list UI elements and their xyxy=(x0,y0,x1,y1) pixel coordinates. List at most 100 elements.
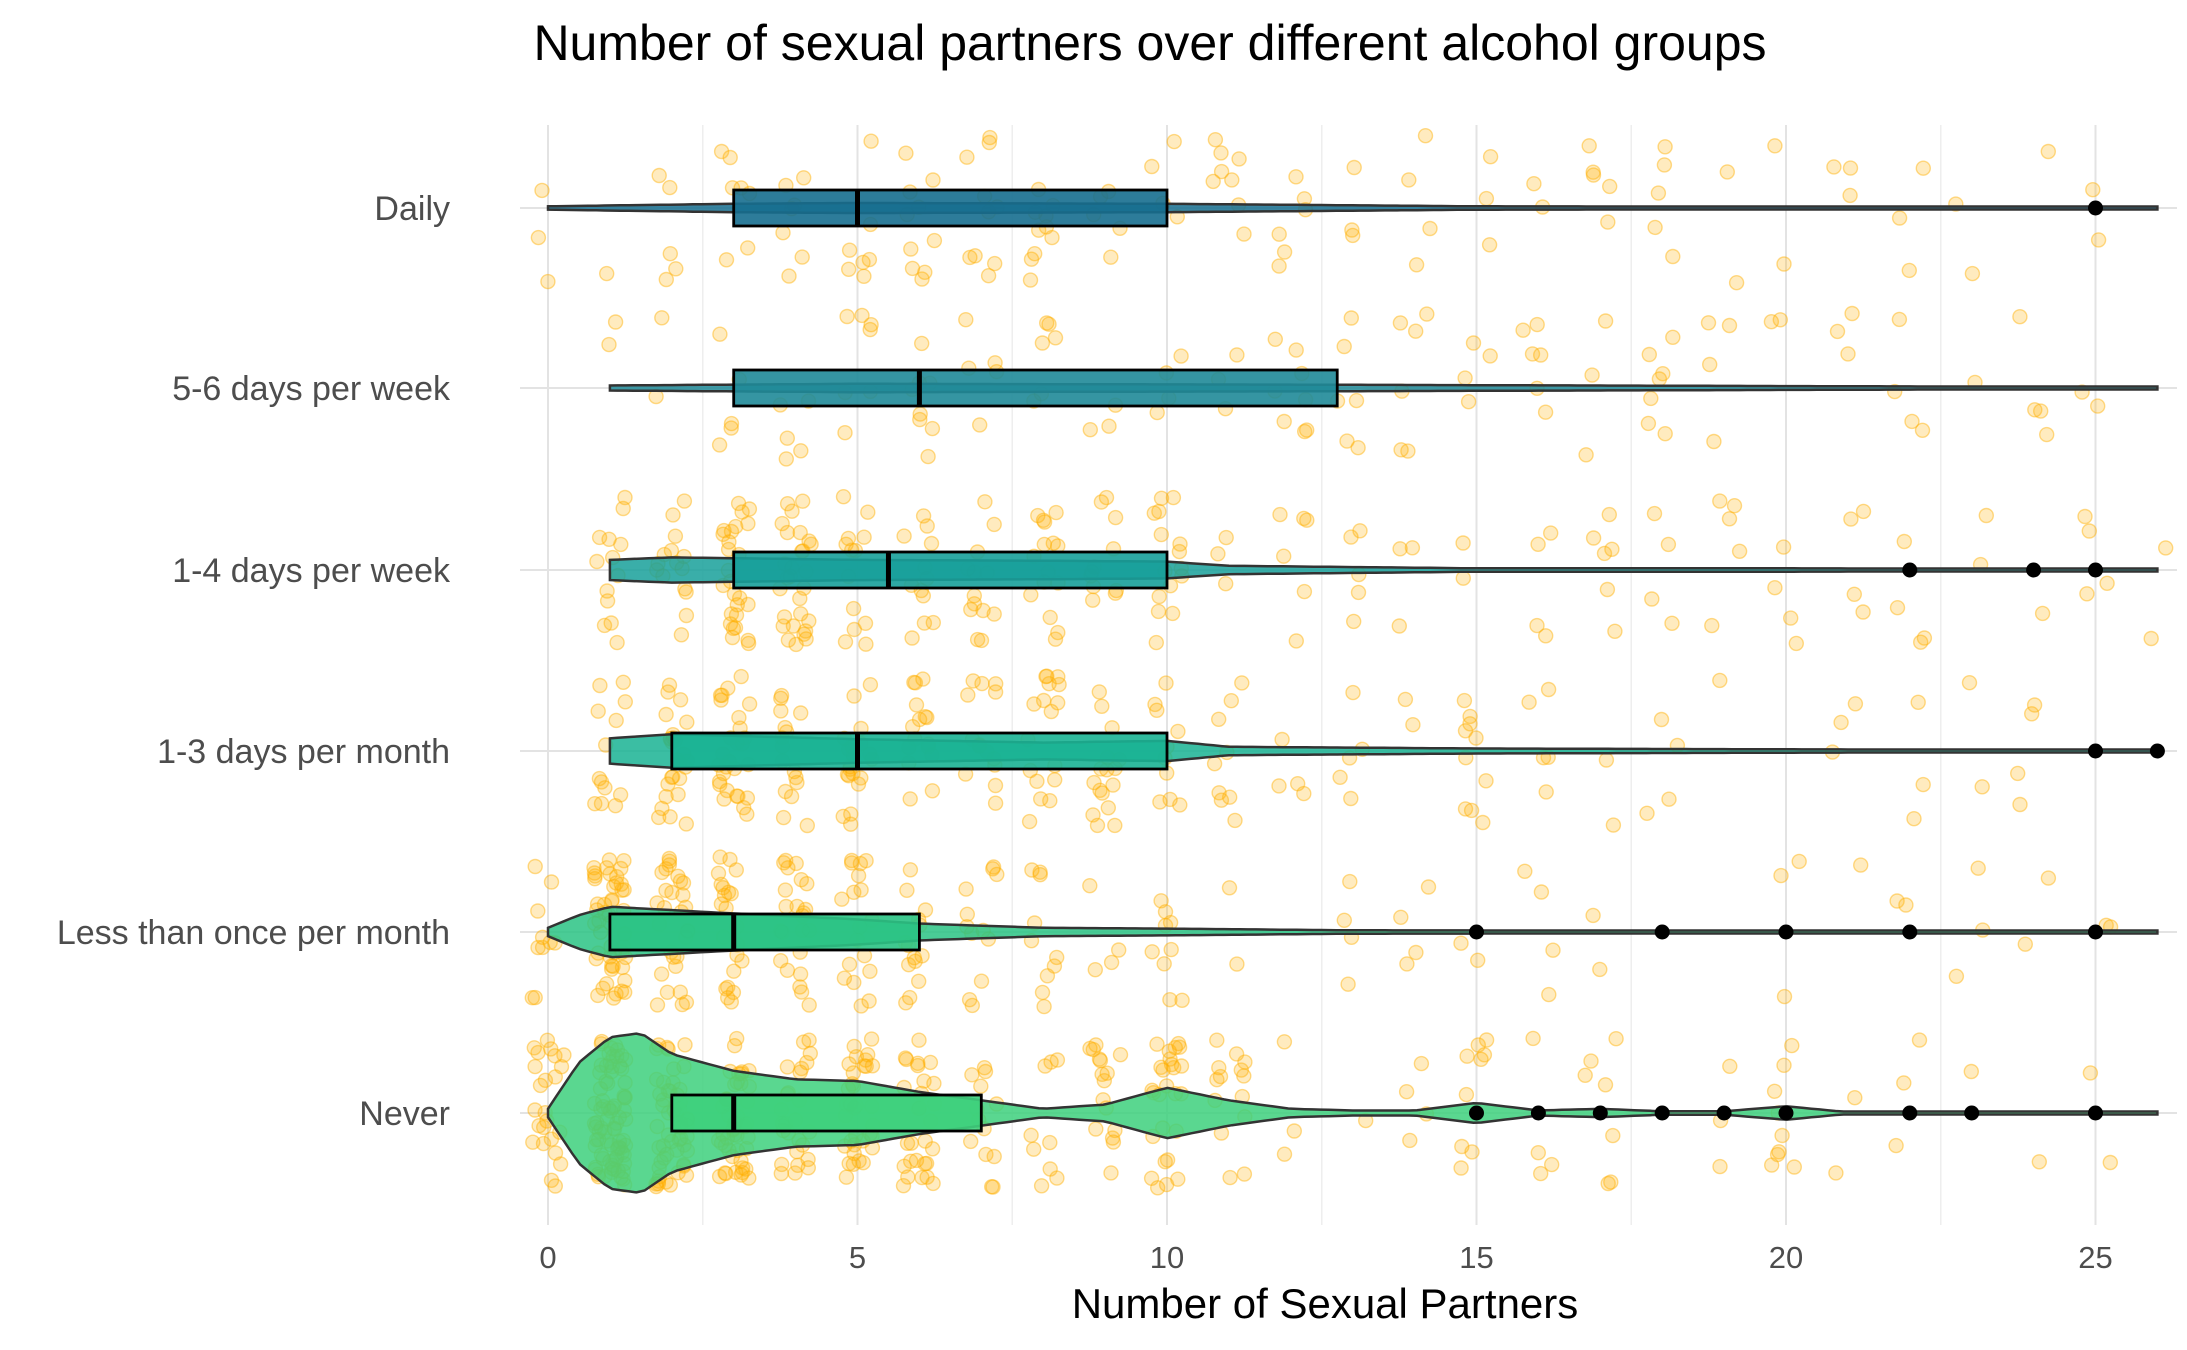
jitter-point xyxy=(1276,1146,1293,1162)
outlier-point xyxy=(1902,924,1918,940)
jitter-point xyxy=(1911,1032,1928,1048)
jitter-point xyxy=(1209,1032,1225,1048)
jitter-point xyxy=(1091,1051,1108,1067)
jitter-point xyxy=(718,1165,734,1182)
jitter-point xyxy=(1896,533,1913,550)
jitter-point xyxy=(1034,335,1051,351)
jitter-point xyxy=(586,865,603,881)
jitter-point xyxy=(1157,1153,1173,1170)
jitter-point xyxy=(661,677,678,693)
jitter-point xyxy=(556,1047,572,1063)
jitter-point xyxy=(599,583,615,599)
jitter-point xyxy=(1655,366,1671,382)
jitter-point xyxy=(617,489,633,506)
jitter-point xyxy=(1039,968,1056,984)
jitter-point xyxy=(1545,942,1561,958)
jitter-point xyxy=(1107,817,1123,834)
jitter-point xyxy=(1048,504,1064,521)
jitter-point xyxy=(1162,992,1178,1008)
jitter-point xyxy=(1043,703,1060,720)
jitter-point xyxy=(907,953,923,969)
jitter-point xyxy=(1829,323,1846,340)
jitter-point xyxy=(530,1044,546,1061)
jitter-point xyxy=(1607,623,1623,639)
jitter-point xyxy=(898,1051,915,1068)
jitter-point xyxy=(1840,346,1856,362)
jitter-point xyxy=(1276,413,1292,430)
jitter-point xyxy=(774,1156,790,1173)
jitter-point xyxy=(776,855,792,871)
jitter-point xyxy=(1231,151,1247,167)
jitter-point xyxy=(966,596,983,612)
jitter-point xyxy=(920,448,936,465)
jitter-point xyxy=(1229,956,1245,972)
jitter-point xyxy=(2023,706,2040,722)
jitter-point xyxy=(801,613,817,629)
jitter-point xyxy=(861,251,878,268)
jitter-point xyxy=(547,1048,563,1064)
jitter-point xyxy=(1032,864,1048,880)
jitter-point xyxy=(712,849,728,865)
outlier-point xyxy=(2026,562,2042,578)
jitter-point xyxy=(1271,258,1287,274)
jitter-point xyxy=(1105,1134,1122,1150)
jitter-point xyxy=(1344,222,1360,238)
jitter-point xyxy=(779,430,795,446)
jitter-point xyxy=(835,489,852,505)
jitter-point xyxy=(1726,498,1743,514)
jitter-point xyxy=(1974,779,1990,795)
jitter-point xyxy=(1846,586,1863,602)
jitter-point xyxy=(910,1055,926,1072)
jitter-point xyxy=(841,956,858,972)
jitter-point xyxy=(616,853,632,869)
jitter-point xyxy=(614,882,630,898)
outlier-point xyxy=(1778,1105,1794,1121)
jitter-point xyxy=(844,855,860,871)
jitter-point xyxy=(1978,507,1995,524)
jitter-point xyxy=(1042,1161,1058,1177)
jitter-point xyxy=(723,886,739,902)
jitter-point xyxy=(917,1155,933,1172)
jitter-point xyxy=(966,588,982,604)
jitter-point xyxy=(1910,694,1926,710)
jitter-point xyxy=(1828,1165,1844,1181)
jitter-point xyxy=(1896,1075,1912,1091)
jitter-point xyxy=(1296,785,1312,802)
jitter-point xyxy=(850,776,867,792)
jitter-point xyxy=(1393,442,1409,458)
jitter-point xyxy=(1788,635,1805,652)
jitter-point xyxy=(1221,880,1238,896)
jitter-point xyxy=(793,872,809,888)
category-label: Daily xyxy=(374,190,450,228)
jitter-point xyxy=(714,687,730,703)
jitter-point xyxy=(727,620,744,636)
jitter-point xyxy=(1048,949,1065,966)
jitter-point xyxy=(899,882,915,898)
box xyxy=(670,1093,983,1133)
jitter-point xyxy=(716,791,732,807)
x-tick-label: 25 xyxy=(2078,1240,2112,1275)
jitter-point xyxy=(925,172,941,188)
jitter-point xyxy=(1153,490,1170,506)
x-tick-labels: 0 5 10 15 20 25 xyxy=(539,1240,2112,1275)
jitter-point xyxy=(1271,778,1287,794)
jitter-point xyxy=(841,242,858,258)
jitter-point xyxy=(713,896,730,912)
jitter-point xyxy=(1417,127,1434,144)
jitter-point xyxy=(981,134,997,151)
jitter-point xyxy=(531,1117,547,1134)
jitter-point xyxy=(1605,817,1622,833)
jitter-point xyxy=(962,249,978,266)
jitter-point xyxy=(587,871,603,887)
jitter-point xyxy=(1462,716,1478,732)
jitter-point xyxy=(664,884,680,901)
jitter-point xyxy=(1144,944,1160,960)
jitter-point xyxy=(676,493,693,509)
jitter-point xyxy=(788,855,804,872)
jitter-point xyxy=(1213,145,1229,161)
jitter-point xyxy=(1581,138,1597,154)
jitter-point xyxy=(1767,580,1783,596)
jitter-point xyxy=(1143,1170,1160,1187)
jitter-point xyxy=(801,997,817,1013)
jitter-point xyxy=(1608,1030,1624,1047)
